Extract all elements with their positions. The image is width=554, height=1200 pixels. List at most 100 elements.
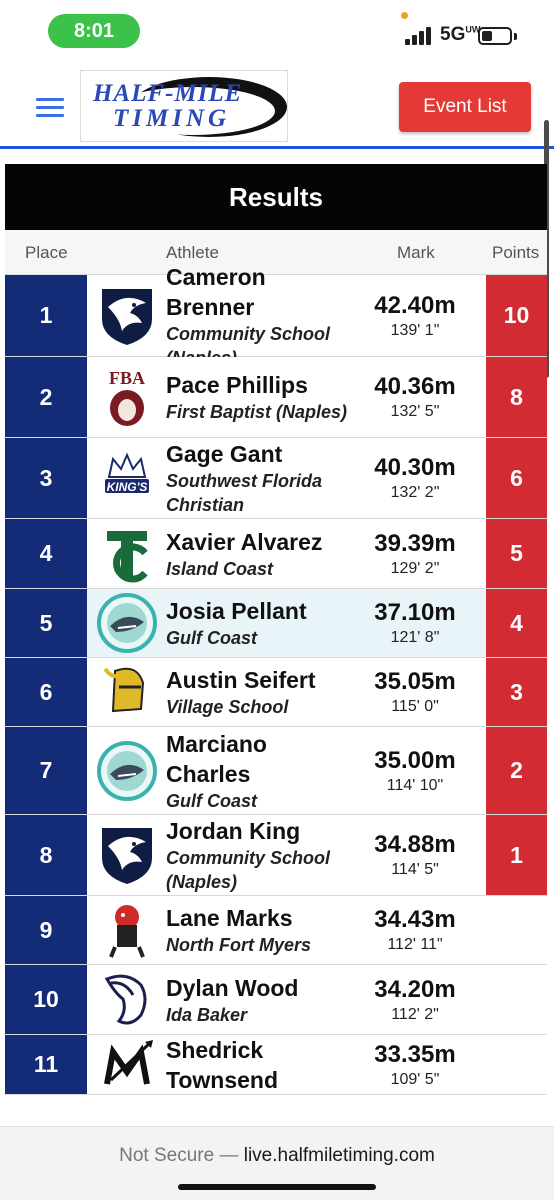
status-bar: 8:01 5GUW [0, 0, 554, 62]
mark-cell: 35.05m 115' 0" [355, 658, 475, 726]
points-cell: 10 [486, 275, 547, 356]
kings-crown-emblem-icon: KING'S [92, 438, 162, 518]
status-time[interactable]: 8:01 [48, 14, 140, 48]
svg-text:FBA: FBA [109, 368, 145, 388]
red-knight-emblem-icon [92, 896, 162, 964]
mark-cell: 39.39m 129' 2" [355, 519, 475, 588]
place-cell: 2 [5, 357, 87, 437]
hawk-emblem-icon [92, 275, 162, 356]
logo-swoosh-icon [111, 77, 287, 137]
athlete-name[interactable]: Austin Seifert [166, 667, 316, 693]
athlete-school: Gulf Coast [166, 628, 258, 648]
mark-cell: 34.43m 112' 11" [355, 896, 475, 964]
column-header-place: Place [25, 243, 68, 262]
result-row[interactable]: 4 Xavier Alvarez Island Coast 39.39m 129' 2"… [5, 519, 547, 589]
mark-cell: 37.10m 121' 8" [355, 589, 475, 657]
points-cell: 1 [486, 815, 547, 895]
column-header-athlete: Athlete [166, 243, 219, 262]
mark-cell: 35.00m 114' 10" [355, 727, 475, 814]
mark-cell: 33.35m 109' 5" [355, 1035, 475, 1094]
athlete-name[interactable]: Marciano Charles [166, 730, 267, 787]
mark-imperial: 121' 8" [390, 629, 440, 646]
athlete-name[interactable]: Cameron Brenner [166, 263, 266, 320]
athlete-school: Gulf Coast [166, 790, 258, 811]
athlete-name[interactable]: Shedrick Townsend [166, 1036, 279, 1093]
result-row[interactable]: 2 FBA Pace Phillips First Baptist (Naples) 4… [5, 357, 547, 438]
athlete-school: Ida Baker [166, 1004, 248, 1025]
athlete-name[interactable]: Xavier Alvarez [166, 528, 323, 555]
athlete-cell: Dylan Wood Ida Baker [166, 965, 356, 1034]
athlete-name[interactable]: Dylan Wood [166, 974, 299, 1001]
place-cell: 7 [5, 727, 87, 814]
mark-imperial: 112' 11" [387, 936, 443, 953]
result-row[interactable]: 3 KING'S Gage Gant Southwest Florida Christ… [5, 438, 547, 519]
place-cell: 5 [5, 589, 87, 657]
athlete-cell: Lane Marks North Fort Myers [166, 896, 356, 964]
athlete-school: First Baptist (Naples) [166, 402, 348, 422]
athlete-cell: Pace Phillips First Baptist (Naples) [166, 357, 356, 437]
mark-metric: 33.35m [374, 1040, 456, 1068]
result-row[interactable]: 11 Shedrick Townsend 33.35m 109' 5" [5, 1035, 547, 1095]
mark-imperial: 132' 2" [390, 484, 440, 501]
points-cell: 6 [486, 438, 547, 518]
place-cell: 1 [5, 275, 87, 356]
mark-metric: 37.10m [374, 599, 456, 626]
mark-metric: 34.20m [374, 975, 456, 1003]
points-cell: 4 [486, 589, 547, 657]
fba-lion-emblem-icon: FBA [92, 357, 162, 437]
results-table: Results Place Athlete Mark Points 1 Camer… [5, 164, 547, 1095]
mark-cell: 34.20m 112' 2" [355, 965, 475, 1034]
athlete-school: Island Coast [166, 558, 274, 579]
logo-line-1: HALF-MILE [93, 80, 243, 107]
mark-cell: 40.30m 132' 2" [355, 438, 475, 518]
result-row[interactable]: 10 Dylan Wood Ida Baker 34.20m 112' 2" [5, 965, 547, 1035]
column-header-points: Points [492, 243, 540, 262]
athlete-cell: Jordan King Community School (Naples) [166, 815, 356, 895]
athlete-cell: Marciano Charles Gulf Coast [166, 727, 356, 814]
athlete-name[interactable]: Gage Gant [166, 441, 283, 467]
mark-imperial: 112' 2" [391, 1005, 439, 1023]
column-header-row: Place Athlete Mark Points [5, 230, 547, 275]
athlete-cell: Austin Seifert Village School [166, 658, 356, 726]
home-indicator[interactable] [178, 1184, 376, 1190]
result-row[interactable]: 8 Jordan King Community School (Naples) 34.… [5, 815, 547, 896]
athlete-school: Community School (Naples) [166, 848, 331, 892]
header-divider [0, 146, 554, 149]
athlete-cell: Shedrick Townsend [166, 1035, 356, 1094]
url-text[interactable]: Not Secure — live.halfmiletiming.com [0, 1145, 554, 1167]
athlete-name[interactable]: Pace Phillips [166, 372, 308, 398]
knight-helmet-emblem-icon [92, 658, 162, 726]
mark-cell: 34.88m 114' 5" [355, 815, 475, 895]
athlete-school: Village School [166, 697, 289, 717]
athlete-name[interactable]: Jordan King [166, 818, 301, 844]
points-cell [486, 896, 547, 964]
mark-metric: 35.00m [374, 746, 456, 774]
mark-imperial: 115' 0" [391, 698, 439, 715]
mark-metric: 39.39m [374, 529, 456, 557]
mark-metric: 35.05m [374, 668, 456, 695]
mark-metric: 34.43m [374, 906, 456, 933]
shark-emblem-icon [92, 727, 162, 814]
points-cell: 8 [486, 357, 547, 437]
hamburger-menu-icon[interactable] [36, 98, 64, 118]
athlete-name[interactable]: Lane Marks [166, 905, 293, 931]
points-cell [486, 1035, 547, 1094]
mark-imperial: 132' 5" [390, 403, 440, 420]
result-row[interactable]: 6 Austin Seifert Village School 35.05m 115' … [5, 658, 547, 727]
result-row[interactable]: 9 Lane Marks North Fort Myers 34.43m 112' 11… [5, 896, 547, 965]
browser-url-bar[interactable]: Not Secure — live.halfmiletiming.com [0, 1126, 554, 1200]
mark-imperial: 109' 5" [390, 1070, 440, 1088]
result-row[interactable]: 7 Marciano Charles Gulf Coast 35.00m 114' 10… [5, 727, 547, 815]
half-mile-timing-logo[interactable]: HALF-MILE TIMING [80, 70, 288, 142]
event-list-button[interactable]: Event List [399, 82, 531, 132]
points-cell: 3 [486, 658, 547, 726]
shark-emblem-icon [92, 589, 162, 657]
bulldog-emblem-icon [92, 965, 162, 1034]
athlete-name[interactable]: Josia Pellant [166, 598, 307, 624]
ic-monogram-emblem-icon [92, 519, 162, 588]
result-row[interactable]: 5 Josia Pellant Gulf Coast 37.10m 121' 8" 4 [5, 589, 547, 658]
place-cell: 3 [5, 438, 87, 518]
